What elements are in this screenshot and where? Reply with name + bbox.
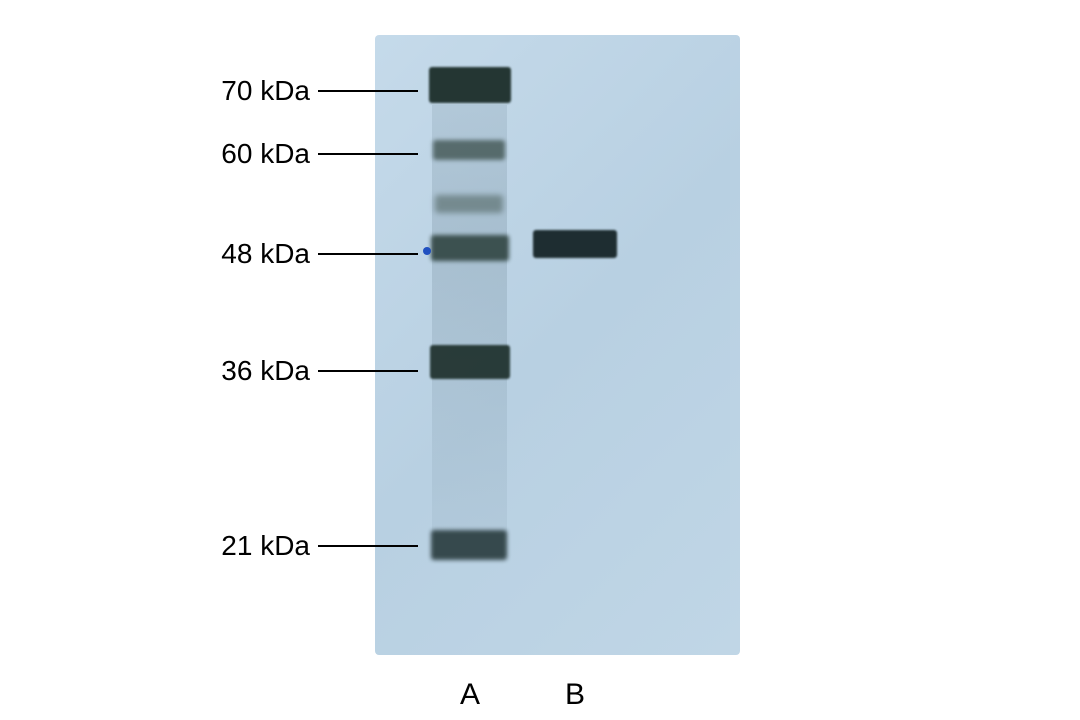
lane-a-text: A [460,678,480,711]
lane-b-text: B [565,678,585,711]
marker-60kda: 60 kDa [190,138,310,170]
band-a-70kda [429,67,511,103]
band-a-52kda [435,195,503,213]
lane-label-b: B [560,678,590,712]
dye-front-dot [423,247,431,255]
band-a-36kda [430,345,510,379]
marker-70kda-text: 70 kDa [221,75,310,106]
marker-60kda-text: 60 kDa [221,138,310,169]
tick-60kda [318,153,418,155]
blot-figure: 70 kDa 60 kDa 48 kDa 36 kDa 21 kDa A B [0,0,1080,720]
tick-70kda [318,90,418,92]
marker-48kda: 48 kDa [190,238,310,270]
band-b-48kda [533,230,617,258]
tick-21kda [318,545,418,547]
marker-36kda: 36 kDa [190,355,310,387]
blot-membrane [375,35,740,655]
band-a-60kda [433,140,505,160]
marker-36kda-text: 36 kDa [221,355,310,386]
marker-21kda: 21 kDa [190,530,310,562]
band-a-48kda [431,235,509,261]
marker-21kda-text: 21 kDa [221,530,310,561]
tick-48kda [318,253,418,255]
band-a-21kda [431,530,507,560]
marker-70kda: 70 kDa [190,75,310,107]
tick-36kda [318,370,418,372]
lane-a-smear [432,105,507,555]
marker-48kda-text: 48 kDa [221,238,310,269]
lane-label-a: A [455,678,485,712]
